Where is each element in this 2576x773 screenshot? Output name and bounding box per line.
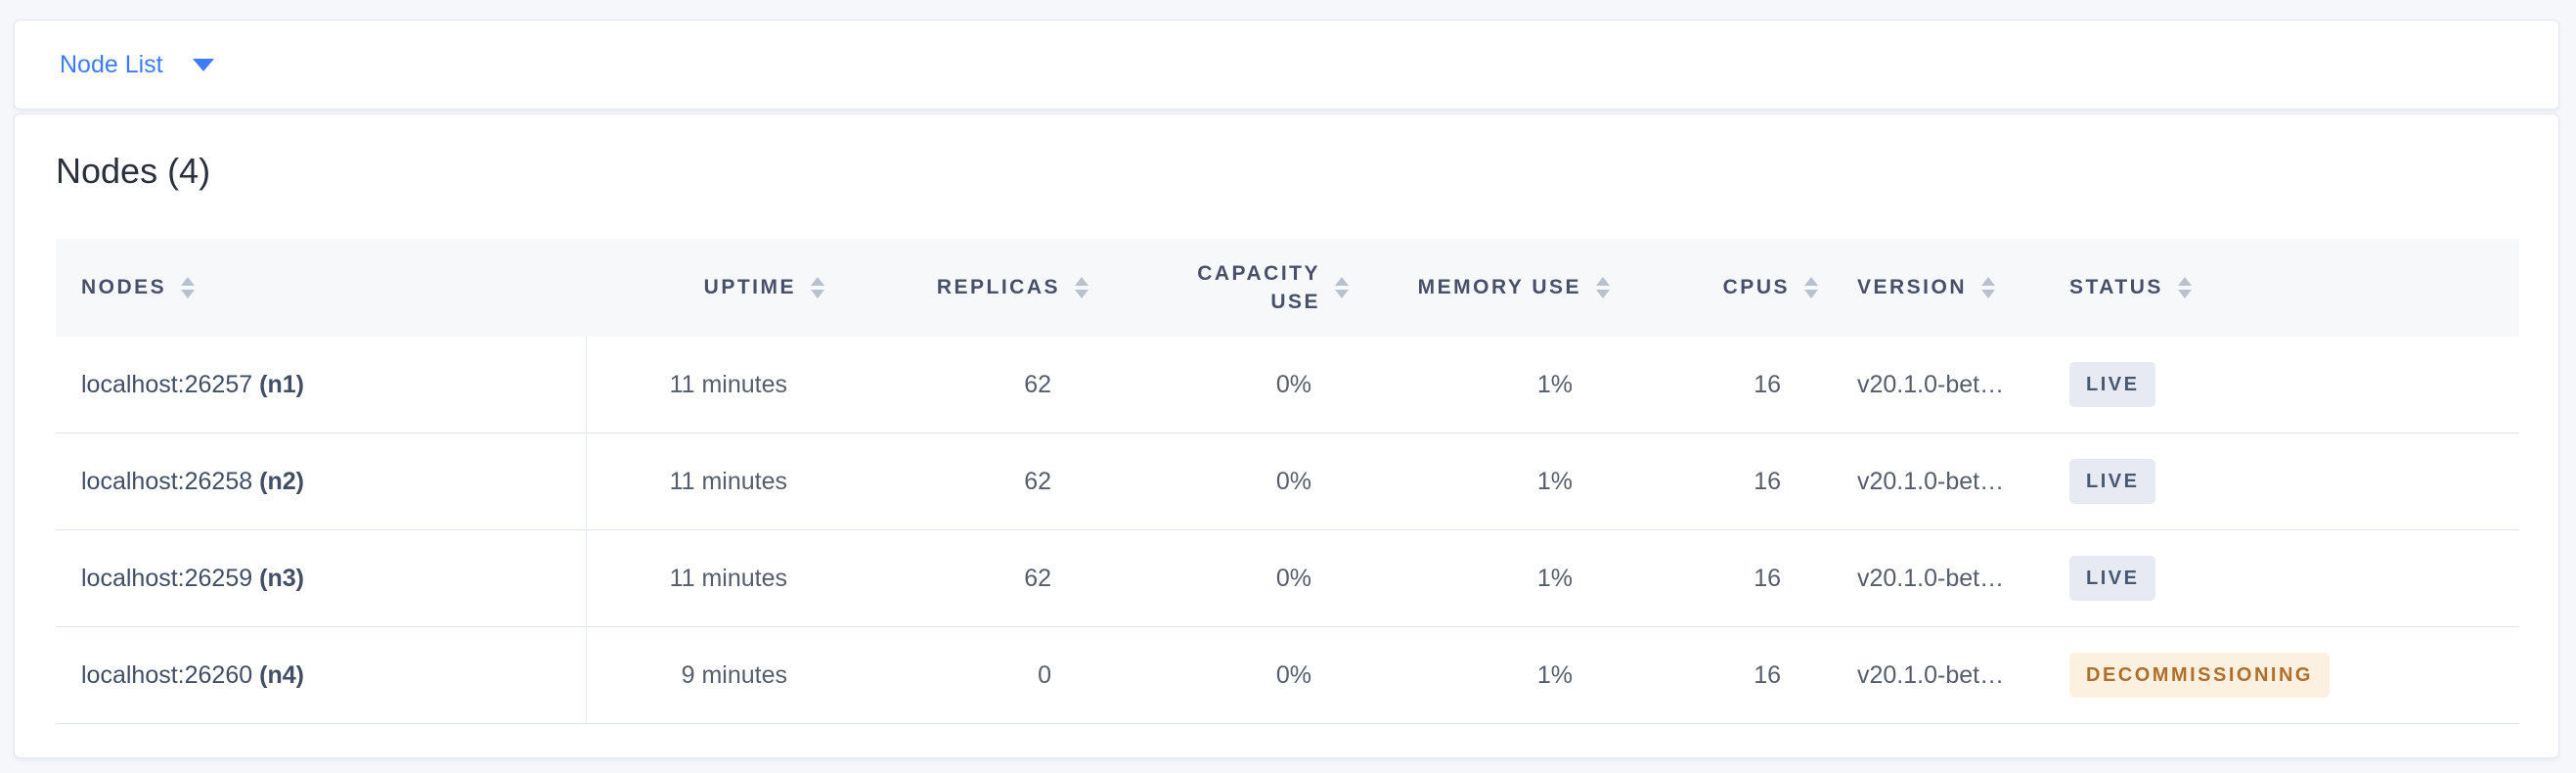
capacity-use-cell: 0% bbox=[1275, 660, 1311, 689]
uptime-cell: 11 minutes bbox=[669, 370, 787, 398]
replicas-cell: 62 bbox=[1024, 370, 1051, 398]
sort-arrows-icon[interactable] bbox=[2177, 277, 2192, 298]
capacity-use-cell: 0% bbox=[1275, 564, 1311, 592]
memory-use-cell: 1% bbox=[1536, 660, 1573, 689]
sort-arrows-icon[interactable] bbox=[1596, 277, 1610, 298]
sort-arrows-icon[interactable] bbox=[811, 277, 824, 298]
node-row[interactable]: localhost:26258 (n2) 11 minutes 62 0% 1% … bbox=[56, 432, 2519, 530]
node-address: localhost:26257 bbox=[81, 370, 253, 398]
column-header-memory-use[interactable]: MEMORY USE bbox=[1349, 239, 1610, 337]
replicas-cell: 62 bbox=[1024, 467, 1051, 495]
cpus-cell: 16 bbox=[1754, 564, 1781, 592]
column-header-label: STATUS bbox=[2069, 276, 2163, 298]
node-id: (n1) bbox=[259, 370, 304, 398]
node-address: localhost:26259 bbox=[81, 564, 253, 592]
node-name-cell: localhost:26257 (n1) bbox=[56, 337, 587, 433]
status-cell: LIVE bbox=[2050, 530, 2519, 627]
version-cell: v20.1.0-bet… bbox=[1857, 564, 2005, 592]
memory-use-cell: 1% bbox=[1536, 467, 1573, 495]
caret-down-icon bbox=[192, 58, 214, 71]
version-cell: v20.1.0-bet… bbox=[1857, 467, 2005, 495]
capacity-use-cell: 0% bbox=[1275, 370, 1311, 398]
node-row[interactable]: localhost:26260 (n4) 9 minutes 0 0% 1% 16… bbox=[56, 626, 2519, 724]
column-header-nodes[interactable]: NODES bbox=[56, 239, 586, 337]
column-header-label: MEMORY USE bbox=[1417, 276, 1581, 298]
node-row[interactable]: localhost:26257 (n1) 11 minutes 62 0% 1% … bbox=[56, 337, 2519, 433]
replicas-cell: 62 bbox=[1024, 564, 1051, 592]
cpus-cell: 16 bbox=[1754, 660, 1781, 689]
node-list-dropdown[interactable]: Node List bbox=[60, 51, 214, 79]
cpus-cell: 16 bbox=[1754, 370, 1781, 398]
status-cell: LIVE bbox=[2050, 337, 2519, 433]
column-header-label: REPLICAS bbox=[936, 276, 1060, 298]
node-row[interactable]: localhost:26259 (n3) 11 minutes 62 0% 1% … bbox=[56, 529, 2519, 627]
column-header-version[interactable]: VERSION bbox=[1818, 239, 2050, 337]
node-list-dropdown-label: Node List bbox=[60, 50, 163, 78]
cpus-cell: 16 bbox=[1754, 467, 1781, 495]
version-cell: v20.1.0-bet… bbox=[1857, 370, 2005, 398]
node-address: localhost:26260 bbox=[81, 660, 253, 689]
column-header-cpus[interactable]: CPUS bbox=[1610, 239, 1818, 337]
replicas-cell: 0 bbox=[1038, 660, 1051, 689]
uptime-cell: 9 minutes bbox=[681, 660, 787, 689]
node-name-cell: localhost:26260 (n4) bbox=[56, 626, 587, 724]
sort-arrows-icon[interactable] bbox=[181, 277, 196, 298]
status-badge: LIVE bbox=[2069, 459, 2156, 504]
capacity-use-cell: 0% bbox=[1275, 467, 1311, 495]
view-selector-card: Node List bbox=[14, 20, 2559, 110]
node-id: (n3) bbox=[259, 564, 304, 592]
status-badge: LIVE bbox=[2069, 556, 2156, 601]
column-header-label: CAPACITY USE bbox=[1197, 261, 1320, 313]
column-header-label: UPTIME bbox=[703, 276, 796, 298]
sort-arrows-icon[interactable] bbox=[1075, 277, 1088, 298]
node-id: (n2) bbox=[259, 467, 304, 495]
memory-use-cell: 1% bbox=[1536, 370, 1573, 398]
status-badge: LIVE bbox=[2069, 362, 2156, 407]
column-header-uptime[interactable]: UPTIME bbox=[586, 239, 824, 337]
column-header-status[interactable]: STATUS bbox=[2050, 239, 2519, 337]
node-name-cell: localhost:26259 (n3) bbox=[56, 529, 587, 627]
sort-arrows-icon[interactable] bbox=[1335, 277, 1349, 298]
page-title: Nodes (4) bbox=[56, 151, 211, 191]
node-table: NODES UPTIME REPLICAS CAPACITY USE bbox=[56, 239, 2519, 724]
column-header-replicas[interactable]: REPLICAS bbox=[824, 239, 1088, 337]
table-header: NODES UPTIME REPLICAS CAPACITY USE bbox=[56, 239, 2519, 337]
node-name-cell: localhost:26258 (n2) bbox=[56, 432, 587, 530]
column-header-label: VERSION bbox=[1857, 276, 1968, 298]
nodes-panel: Nodes (4) NODES UPTIME REPLIC bbox=[14, 114, 2559, 758]
status-cell: LIVE bbox=[2050, 433, 2519, 530]
version-cell: v20.1.0-bet… bbox=[1857, 660, 2005, 689]
uptime-cell: 11 minutes bbox=[669, 467, 787, 495]
status-badge: DECOMMISSIONING bbox=[2069, 653, 2330, 698]
node-address: localhost:26258 bbox=[81, 467, 253, 495]
column-header-capacity-use[interactable]: CAPACITY USE bbox=[1088, 239, 1349, 337]
status-cell: DECOMMISSIONING bbox=[2050, 627, 2519, 724]
memory-use-cell: 1% bbox=[1536, 564, 1573, 592]
sort-arrows-icon[interactable] bbox=[1804, 277, 1818, 298]
column-header-label: CPUS bbox=[1722, 276, 1790, 298]
sort-arrows-icon[interactable] bbox=[1981, 277, 1996, 298]
uptime-cell: 11 minutes bbox=[669, 564, 787, 592]
node-id: (n4) bbox=[259, 660, 304, 689]
column-header-label: NODES bbox=[81, 276, 167, 298]
